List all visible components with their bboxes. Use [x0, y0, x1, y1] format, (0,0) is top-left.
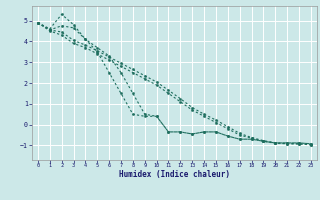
X-axis label: Humidex (Indice chaleur): Humidex (Indice chaleur): [119, 170, 230, 179]
